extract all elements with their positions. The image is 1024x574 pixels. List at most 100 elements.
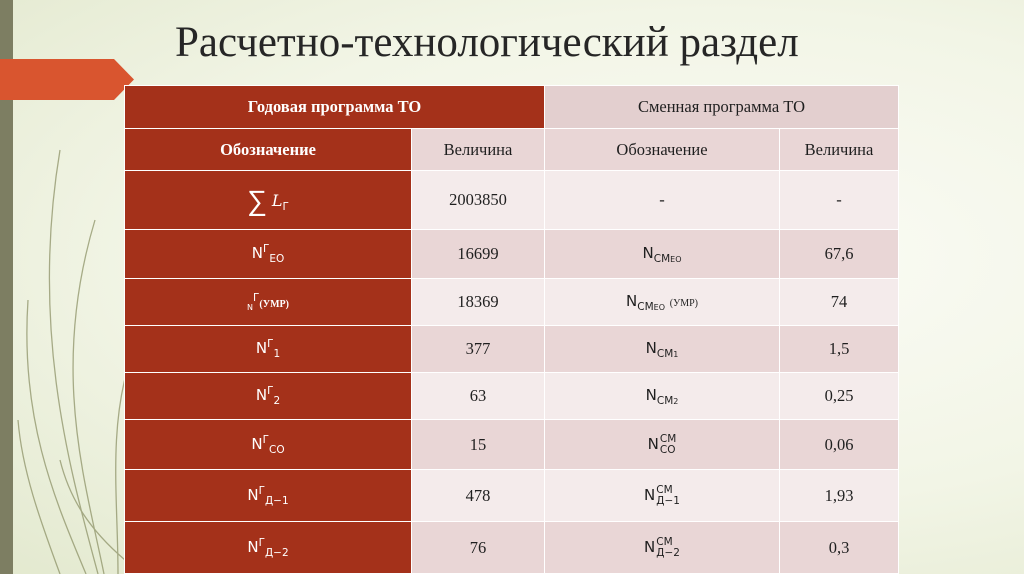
table-row: NГД−1 478 N СМ Д−1 1,93 — [124, 469, 900, 522]
symbol-main: L — [271, 190, 283, 210]
shift-value-header: Величина — [778, 128, 900, 171]
symbol-subsub: 1 — [673, 350, 679, 359]
slide-title: Расчетно-технологический раздел — [175, 19, 799, 66]
shift-value-cell: - — [778, 170, 900, 230]
shift-value-cell: 0,3 — [778, 521, 900, 574]
shift-designation-header: Обозначение — [544, 128, 780, 171]
formula-symbol: NГ1 — [255, 338, 281, 360]
formula-symbol: NСМ1 — [645, 339, 679, 360]
table-row: ∑ LГ 2003850 - - — [124, 170, 900, 230]
annual-value-cell: 16699 — [411, 229, 545, 279]
shift-value-cell: 67,6 — [778, 229, 900, 279]
annual-symbol-cell: NГД−1 — [124, 469, 412, 522]
annual-symbol-cell: ∑ LГ — [124, 170, 412, 230]
annual-program-header: Годовая программа ТО — [124, 85, 545, 129]
symbol-main: N — [247, 303, 254, 312]
symbol-subsub: 2 — [673, 397, 679, 406]
symbol-main: N — [644, 538, 656, 556]
annual-value-cell: 76 — [411, 521, 545, 574]
annual-designation-header: Обозначение — [124, 128, 412, 171]
shift-symbol-cell: N СМ СО — [544, 419, 780, 470]
symbol-sup: Г — [267, 385, 274, 397]
formula-symbol: NГ2 — [255, 385, 281, 407]
symbol-sub: ЕО — [269, 253, 285, 265]
decorative-vines — [17, 149, 131, 574]
shift-symbol-cell: NСМ2 — [544, 372, 780, 420]
symbol-sub: Д−2 — [264, 546, 289, 559]
shift-symbol-cell: N СМ Д−2 — [544, 521, 780, 574]
shift-value-cell: 74 — [778, 278, 900, 326]
maintenance-program-table: Годовая программа ТО Сменная программа Т… — [124, 85, 900, 574]
symbol-stack: СМ Д−2 — [656, 537, 680, 558]
symbol-subsub: ЕО — [670, 255, 682, 264]
formula-symbol: NГД−2 — [247, 537, 289, 559]
formula-symbol: N СМ СО — [648, 433, 677, 456]
annual-symbol-cell: NГД−2 — [124, 521, 412, 574]
shift-value-cell: 0,25 — [778, 372, 900, 420]
formula-symbol: NГЕО — [251, 243, 285, 265]
symbol-sub: СМ — [656, 348, 674, 360]
annual-symbol-cell: NГЕО — [124, 229, 412, 279]
annual-value-header: Величина — [411, 128, 545, 171]
symbol-sup: Г — [262, 433, 270, 446]
symbol-main: N — [626, 292, 638, 310]
symbol-suffix: (УМР) — [669, 298, 698, 309]
table-row: NГ2 63 NСМ2 0,25 — [124, 372, 900, 420]
table-row: NГЕО 16699 NСМЕО 67,6 — [124, 229, 900, 279]
formula-symbol: NСМЕО — [642, 244, 682, 265]
annual-symbol-cell: NГ(УМР) — [124, 278, 412, 326]
formula-symbol: N СМ Д−2 — [644, 537, 680, 558]
shift-value-cell: 1,93 — [778, 469, 900, 522]
formula-symbol: NГД−1 — [247, 484, 289, 507]
symbol-sup: СМ — [656, 484, 673, 496]
annual-value-cell: 63 — [411, 372, 545, 420]
symbol-sup: Г — [262, 243, 270, 255]
symbol-subsub: ЕО — [653, 303, 665, 312]
symbol-sub: СМ — [637, 301, 654, 313]
symbol-sub: 2 — [273, 395, 281, 407]
title-accent-tab — [0, 59, 134, 100]
formula-symbol: N СМ Д−1 — [644, 485, 680, 506]
annual-symbol-cell: NГСО — [124, 419, 412, 470]
symbol-sup: Г — [258, 484, 265, 497]
table-row: NГ1 377 NСМ1 1,5 — [124, 325, 900, 373]
symbol-main: N — [642, 244, 654, 262]
symbol-stack: СМ Д−1 — [656, 485, 680, 506]
annual-symbol-cell: NГ2 — [124, 372, 412, 420]
shift-symbol-cell: NСМЕО — [544, 229, 780, 279]
symbol-sup: Г — [253, 292, 260, 304]
annual-value-cell: 18369 — [411, 278, 545, 326]
symbol-sub: СМ — [653, 253, 671, 265]
shift-symbol-cell: N СМ Д−1 — [544, 469, 780, 522]
table-row: NГД−2 76 N СМ Д−2 0,3 — [124, 521, 900, 574]
symbol-sub: СО — [269, 443, 285, 456]
symbol-main: N — [251, 244, 263, 262]
symbol-main: N — [255, 386, 268, 404]
formula-symbol: NГСО — [251, 433, 285, 456]
symbol-main: N — [645, 339, 657, 357]
symbol-sub: СО — [659, 443, 676, 456]
shift-symbol-cell: - — [544, 170, 780, 230]
symbol-sub: (УМР) — [259, 299, 289, 310]
shift-symbol-cell: NСМЕО (УМР) — [544, 278, 780, 326]
symbol-main: N — [251, 434, 263, 453]
symbol-sup: СМ — [659, 433, 677, 445]
annual-symbol-cell: NГ1 — [124, 325, 412, 373]
symbol-sub: СМ — [656, 395, 674, 407]
formula-symbol: ∑ LГ — [247, 184, 289, 217]
symbol-sub: Д−1 — [656, 494, 680, 507]
sum-symbol: ∑ — [247, 183, 268, 217]
annual-value-cell: 15 — [411, 419, 545, 470]
shift-program-header: Сменная программа ТО — [543, 85, 900, 129]
side-decor-bar — [0, 0, 13, 574]
table-row: NГ(УМР) 18369 NСМЕО (УМР) 74 — [124, 278, 900, 326]
symbol-sup: Г — [267, 338, 274, 350]
symbol-main: N — [247, 485, 259, 504]
symbol-sub: 1 — [273, 348, 281, 360]
symbol-sup: СМ — [656, 536, 673, 548]
symbol-sub: Д−2 — [656, 546, 680, 559]
symbol-sub: Д−1 — [264, 494, 289, 507]
formula-symbol: NСМЕО (УМР) — [626, 292, 698, 313]
annual-value-cell: 478 — [411, 469, 545, 522]
symbol-main: N — [255, 339, 268, 357]
